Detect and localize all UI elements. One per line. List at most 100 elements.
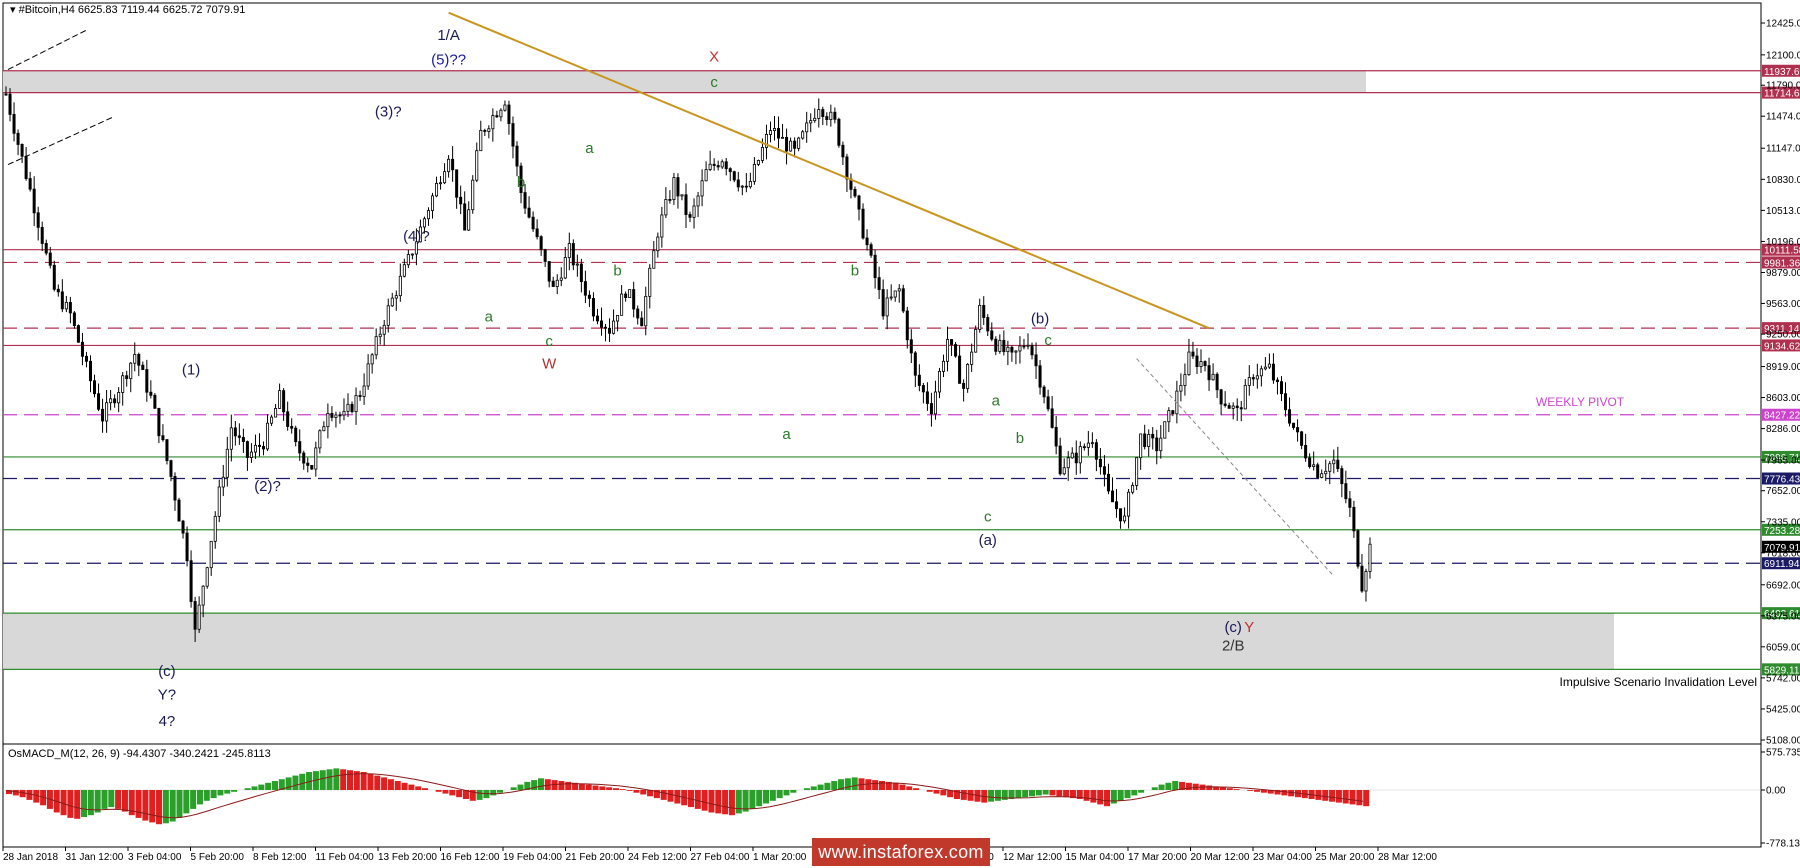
candle (652, 241, 656, 269)
macd-bar (456, 790, 463, 798)
candle-body (608, 327, 612, 334)
candle (257, 433, 261, 457)
wave-label-8: 4? (159, 713, 176, 730)
wave-label-25: (c) (1224, 619, 1242, 636)
level-badge-text-6: 8427.22 (1764, 411, 1800, 422)
candle-body (342, 410, 346, 416)
candle (1086, 430, 1090, 456)
candle (1094, 439, 1098, 472)
candle-body (443, 171, 447, 184)
candle (1288, 397, 1292, 427)
macd-tick-label-0: 575.7353 (1766, 748, 1800, 759)
candle-body (652, 250, 656, 269)
candle-body (1058, 445, 1062, 475)
candle-body (1271, 363, 1275, 381)
candle-body (688, 214, 692, 218)
candle-body (370, 354, 374, 365)
candle-body (837, 118, 841, 146)
wave-label-15: X (709, 49, 719, 66)
candle-body (1022, 345, 1026, 348)
macd-bar (612, 788, 619, 790)
candle-body (414, 241, 418, 255)
candle-body (567, 243, 571, 258)
candle-body (270, 416, 274, 424)
candle (523, 184, 527, 215)
horizontal-levels: 11937.69 11714.65 10111.589981.36 9311.14 91… (3, 64, 1800, 676)
wave-labels: 1/A(5)??(3)?(4)?(1)(2)?(c)Y?4?abcWabXcba… (158, 27, 1255, 730)
wave-label-3: (4)? (403, 228, 430, 245)
candle (1163, 421, 1167, 439)
candle (483, 128, 487, 136)
candle-body (390, 297, 394, 307)
candle (189, 550, 193, 608)
candle-body (841, 144, 845, 158)
candle-body (559, 277, 563, 281)
candle-body (141, 364, 145, 370)
wave-label-19: a (992, 393, 1001, 410)
candle-body (1187, 351, 1191, 376)
candle (149, 380, 153, 399)
macd-bar (292, 775, 299, 790)
wave-label-21: c (984, 508, 992, 525)
macd-bar (715, 790, 722, 814)
candle (40, 221, 44, 252)
candle (1332, 449, 1336, 474)
candle (744, 173, 748, 193)
candle (877, 266, 881, 300)
price-tick-label-9: 9563.00 (1766, 299, 1800, 310)
price-tick-label-18: 6692.00 (1766, 580, 1800, 591)
candle (217, 479, 221, 523)
candle (322, 421, 326, 432)
candle-body (640, 317, 644, 327)
candle (177, 497, 181, 522)
candle (1038, 360, 1042, 395)
candle (1050, 395, 1054, 429)
macd-bar (1254, 790, 1261, 792)
macd-bar (572, 782, 579, 790)
candle-body (435, 182, 439, 197)
macd-bar (435, 790, 442, 792)
price-tick-label-17: 7018.00 (1766, 548, 1800, 559)
wave-label-7: Y? (158, 687, 176, 704)
wave-label-6: (c) (158, 663, 176, 680)
candle-body (1018, 345, 1022, 352)
candle (334, 411, 338, 428)
candle-body (998, 339, 1002, 352)
candle-body (1034, 354, 1038, 367)
candle-body (483, 129, 487, 132)
candle-body (821, 109, 825, 117)
candle-body (169, 460, 173, 477)
macd-bar (33, 790, 40, 803)
candle-body (1115, 501, 1119, 510)
candle-body (950, 339, 954, 345)
candle (676, 173, 680, 209)
candle (583, 270, 587, 304)
candle (1139, 433, 1143, 470)
candle (813, 108, 817, 123)
candle (12, 102, 16, 142)
candle (1300, 430, 1304, 450)
candle (785, 128, 789, 165)
candle (954, 342, 958, 358)
candle (459, 185, 463, 215)
candle-body (986, 317, 990, 332)
candle-body (1074, 452, 1078, 464)
macd-bar (735, 790, 742, 814)
candle (628, 289, 632, 298)
candle-body (1227, 405, 1231, 409)
level-badge-text-7: 7996.71 (1764, 453, 1800, 464)
macd-bar (19, 790, 26, 798)
price-tick-label-8: 9879.00 (1766, 268, 1800, 279)
candle (447, 155, 451, 178)
candle-body (406, 254, 410, 266)
candle (777, 116, 781, 149)
candle-body (1292, 422, 1296, 428)
candle (105, 390, 109, 433)
candle-body (1207, 365, 1211, 381)
candle (591, 292, 595, 322)
candle-body (555, 279, 559, 287)
candle (1352, 500, 1356, 538)
candle-body (1054, 427, 1058, 447)
candle-body (455, 169, 459, 198)
